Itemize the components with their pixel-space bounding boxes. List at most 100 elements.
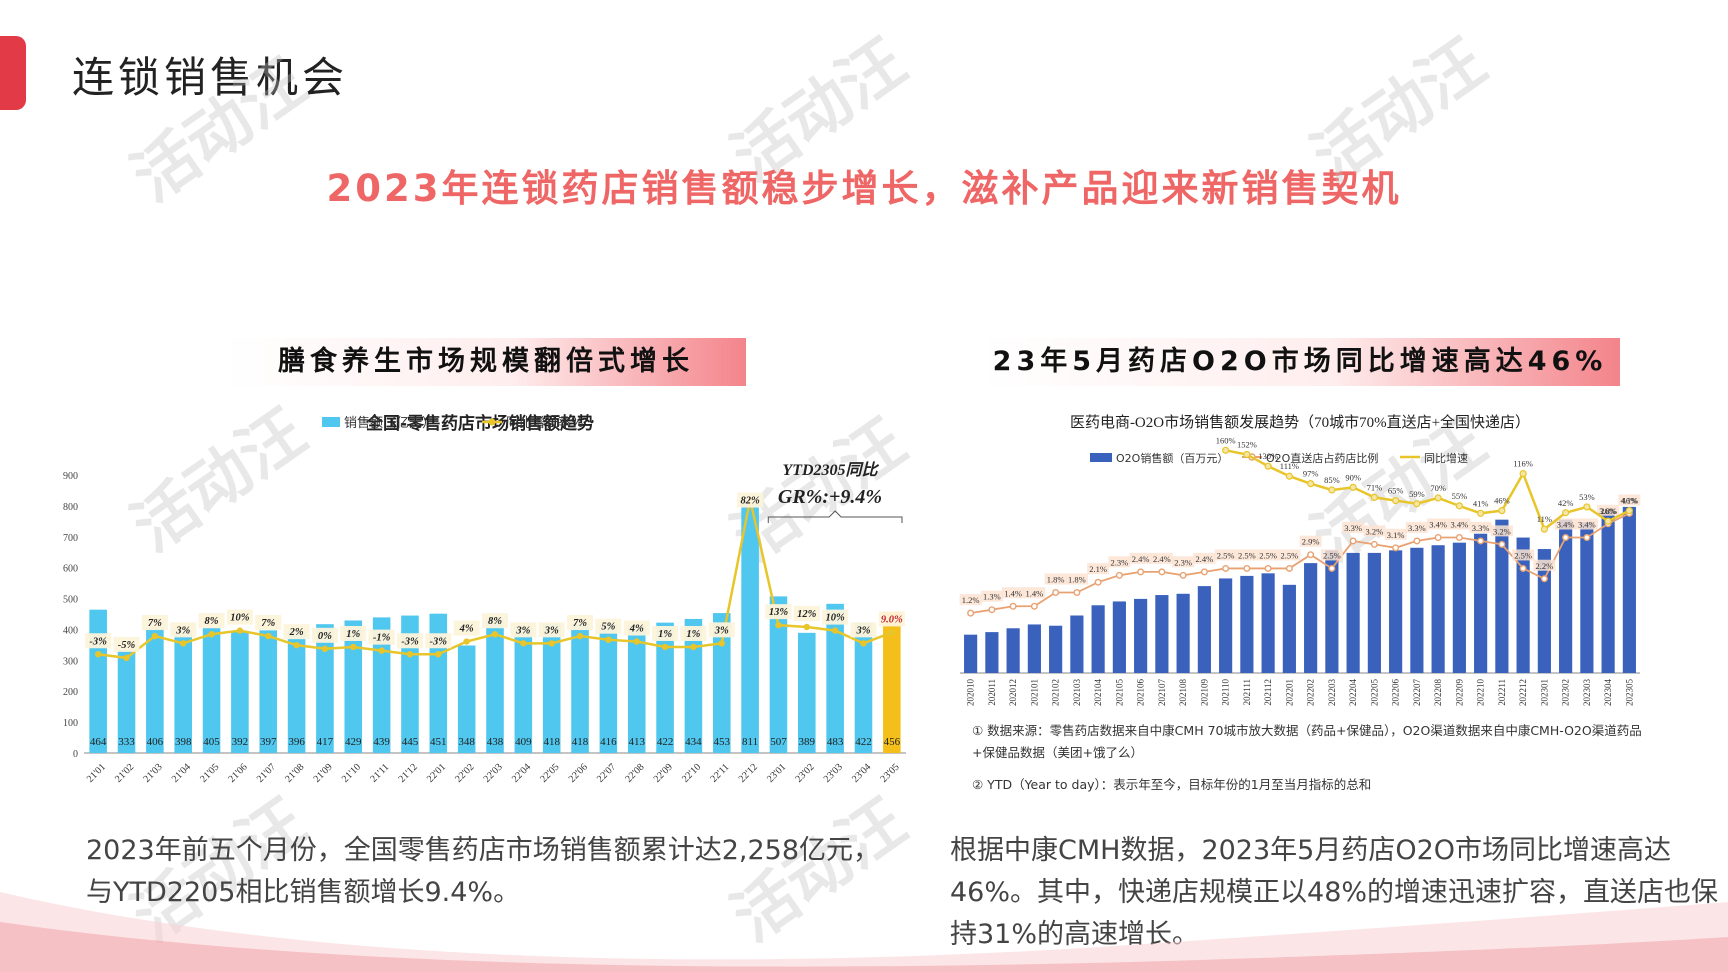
- share-label-bg: [1108, 556, 1131, 568]
- share-label: 3.2%: [1493, 526, 1511, 536]
- share-point: [1222, 564, 1230, 572]
- growth-label: 4%: [629, 624, 644, 635]
- bar: [486, 617, 504, 753]
- yoy-label: 152%: [1237, 440, 1257, 450]
- x-tick-label: 202303: [1582, 679, 1592, 707]
- share-point: [967, 609, 975, 617]
- bar: [1282, 584, 1296, 673]
- growth-point: [718, 640, 725, 647]
- x-tick-label: 202110: [1221, 679, 1231, 706]
- bar-value-label: 418: [543, 736, 560, 748]
- share-label-bg: [1065, 573, 1088, 585]
- growth-point: [661, 643, 669, 651]
- share-label: 1.3%: [983, 592, 1001, 602]
- growth-label-bg: [737, 492, 764, 508]
- share-point: [1392, 544, 1400, 552]
- y-tick-label: 800: [63, 502, 78, 513]
- bar: [1346, 552, 1360, 673]
- bar: [656, 622, 674, 753]
- y-tick-label: 700: [63, 533, 78, 544]
- x-tick-label: 23'02: [793, 762, 816, 785]
- share-point: [1030, 602, 1038, 610]
- legend-label-yoy: 同比增速: [1424, 451, 1468, 465]
- share-point: [1540, 575, 1548, 583]
- bar: [826, 603, 844, 753]
- y-tick-label: 200: [63, 687, 78, 698]
- bar-value-label: 439: [373, 736, 390, 748]
- share-label: 1.2%: [962, 595, 980, 605]
- bar: [1219, 578, 1233, 673]
- share-label: 2.5%: [1323, 550, 1341, 560]
- share-label-bg: [959, 594, 982, 606]
- bar: [1452, 542, 1466, 673]
- share-label-bg: [980, 590, 1003, 602]
- y-tick-label: 400: [63, 625, 78, 636]
- bar-value-label: 811: [742, 736, 758, 748]
- growth-label-bg: [623, 620, 650, 636]
- bar-value-label: 453: [714, 736, 731, 748]
- x-tick-label: 21'08: [283, 762, 306, 785]
- yoy-point: [1370, 493, 1378, 502]
- x-tick-label: 202106: [1136, 679, 1146, 707]
- share-label-bg: [1490, 525, 1513, 537]
- share-point: [1413, 537, 1421, 545]
- growth-label: 7%: [573, 618, 587, 629]
- share-label: 2.4%: [1153, 554, 1171, 564]
- growth-point: [378, 647, 385, 654]
- growth-point: [321, 645, 329, 652]
- yoy-label: 70%: [1430, 483, 1446, 493]
- growth-label: 10%: [230, 613, 250, 624]
- legend-swatch-bar: [322, 417, 340, 427]
- share-point: [1583, 533, 1591, 541]
- growth-point: [406, 651, 414, 658]
- bar: [117, 650, 136, 753]
- share-point: [1115, 571, 1123, 579]
- bar: [344, 620, 363, 753]
- bar-value-label: 405: [203, 736, 220, 748]
- bar: [457, 645, 476, 753]
- bar: [1091, 605, 1105, 673]
- x-tick-label: 23'03: [822, 762, 845, 785]
- growth-label: 4%: [459, 624, 474, 635]
- bar: [1410, 547, 1424, 673]
- yoy-point: [1222, 446, 1230, 454]
- growth-point: [633, 638, 640, 645]
- growth-label: 1%: [658, 629, 672, 640]
- x-tick-label: 202101: [1029, 679, 1039, 706]
- x-tick-label: 202304: [1603, 679, 1613, 707]
- yoy-point: [1455, 502, 1463, 510]
- bar: [599, 624, 618, 753]
- share-label-bg: [1150, 552, 1173, 564]
- growth-point: [860, 640, 867, 647]
- bar: [1070, 615, 1084, 673]
- bar: [1325, 550, 1339, 673]
- share-label: 3.1%: [1387, 530, 1405, 540]
- data-source-note: ① 数据来源：零售药店数据来自中康CMH 70城市放大数据（药品+保健品），O2…: [972, 723, 1642, 760]
- left-description: 2023年前五个月份，全国零售药店市场销售额累计达2,258亿元，与YTD220…: [86, 835, 881, 908]
- yoy-label: 55%: [1452, 491, 1468, 501]
- bar: [1134, 598, 1148, 673]
- bar: [1261, 573, 1275, 673]
- share-label: 2.1%: [1089, 564, 1107, 574]
- bar-value-label: 445: [402, 736, 419, 748]
- bar: [964, 634, 978, 673]
- legend-label-bar: 销售额（亿元）: [344, 415, 435, 431]
- yoy-point: [1413, 500, 1421, 508]
- growth-point: [94, 651, 102, 658]
- legend-label-share: O2O直送店占药店比例: [1266, 451, 1378, 465]
- x-tick-label: 202205: [1369, 679, 1379, 707]
- share-label: 3.8%: [1599, 506, 1617, 516]
- bar: [287, 630, 306, 753]
- share-label: 1.4%: [1004, 588, 1022, 598]
- growth-point: [888, 629, 896, 636]
- share-label: 1.8%: [1047, 575, 1065, 585]
- growth-label: 5%: [601, 622, 615, 633]
- growth-label-bg: [113, 636, 140, 652]
- share-label: 3.3%: [1408, 523, 1426, 533]
- growth-label-bg: [85, 633, 112, 649]
- share-label-bg: [1235, 549, 1258, 561]
- bar: [174, 630, 192, 753]
- share-label-bg: [1469, 521, 1492, 533]
- x-tick-label: 22'03: [482, 762, 505, 785]
- x-tick-label: 21'12: [397, 762, 420, 785]
